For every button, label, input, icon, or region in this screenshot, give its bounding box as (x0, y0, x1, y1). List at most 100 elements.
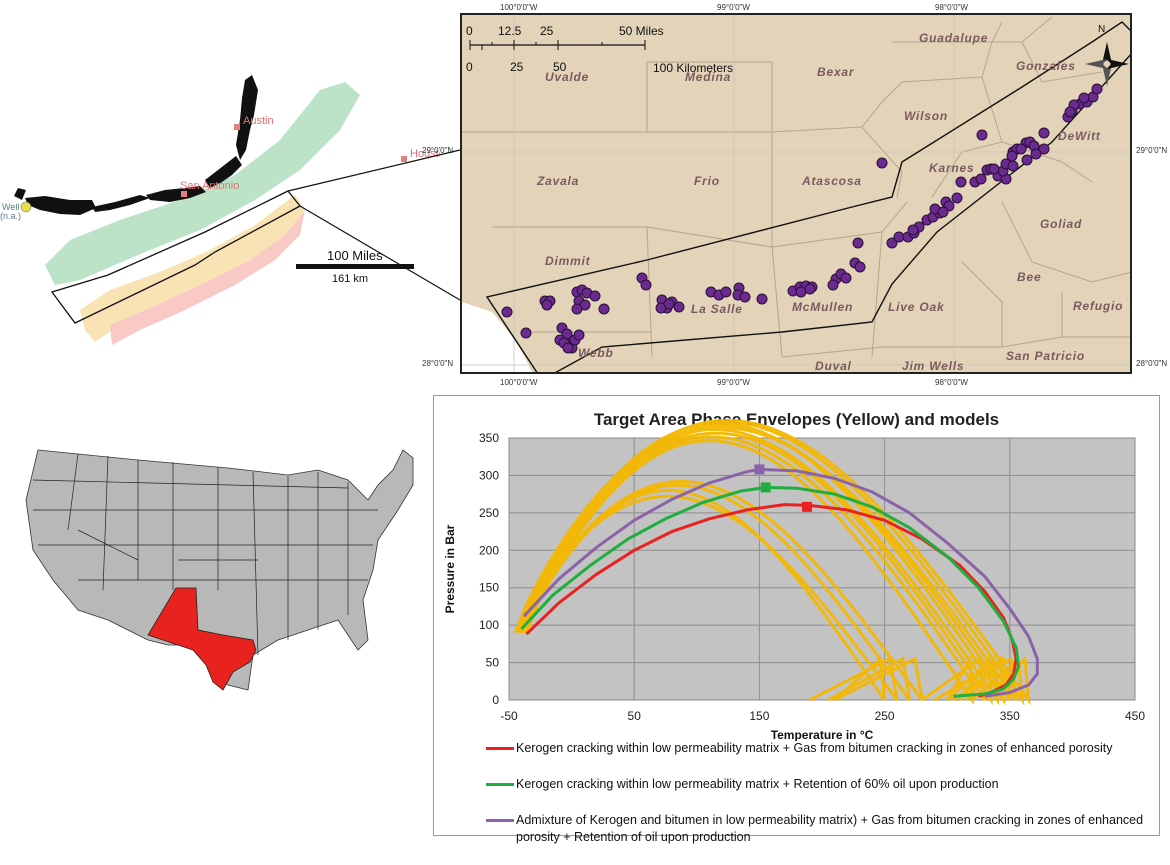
county-medina: Medina (685, 70, 731, 84)
yellow-envelope (522, 488, 887, 702)
county-guadalupe: Guadalupe (919, 31, 988, 45)
scale-mi-12: 12.5 (498, 24, 522, 38)
well-point (827, 279, 839, 291)
county-duval: Duval (815, 359, 852, 372)
well-point (951, 192, 963, 204)
well-point (852, 237, 864, 249)
legend-item-green: Kerogen cracking within low permeability… (484, 776, 1154, 793)
texas-highlight (147, 587, 257, 691)
grat-top-98w: 98°0'0"W (935, 3, 968, 12)
map-graticule-labels: 100°0'0"W 99°0'0"W 98°0'0"W 100°0'0"W 99… (0, 0, 1170, 390)
county-bee: Bee (1017, 270, 1041, 284)
outcrop-shapes (14, 75, 258, 215)
yellow-envelope (515, 418, 1031, 706)
chart-plot: 0 50 100 150 200 250 300 350 -50 50 150 250 350 450 Te… (443, 418, 1145, 741)
legend-item-red: Kerogen cracking within low permeability… (484, 740, 1154, 757)
well-point (640, 279, 652, 291)
county-labels: Uvalde Medina Bexar Guadalupe Gonzales W… (536, 31, 1123, 372)
county-refugio: Refugio (1073, 299, 1123, 313)
well-point (589, 290, 601, 302)
county-dewitt: DeWitt (1058, 129, 1101, 143)
grat-right-28n: 28°0'0"N (1136, 359, 1168, 368)
well-point (1007, 160, 1019, 172)
x-tick-label: -50 (500, 709, 518, 723)
well-label: Well (2, 202, 19, 212)
well-marker (20, 201, 32, 213)
grat-right-29n: 29°0'0"N (1136, 146, 1168, 155)
scale-km-0: 0 (466, 60, 473, 74)
y-axis-label: Pressure in Bar (443, 524, 457, 613)
well-point (804, 283, 816, 295)
phase-envelope-chart: Target Area Phase Envelopes (Yellow) and… (433, 395, 1160, 844)
red-trend-band (110, 210, 305, 345)
study-area-outline (50, 190, 301, 324)
county-la-salle: La Salle (691, 302, 743, 316)
well-point (501, 306, 513, 318)
well-point (1078, 92, 1090, 104)
critical-point-0 (801, 501, 812, 512)
state-borders (32, 453, 378, 656)
county-bexar: Bexar (817, 65, 855, 79)
x-axis-label: Temperature in °C (771, 728, 874, 741)
scale-mi-0: 0 (466, 24, 473, 38)
legend-label-purple: Admixture of Kerogen and bitumen in low … (516, 813, 1144, 844)
x-tick-label: 450 (1125, 709, 1145, 723)
y-tick-label: 250 (479, 506, 499, 520)
well-point (720, 286, 732, 298)
well-point (598, 303, 610, 315)
scale-km-25: 25 (510, 60, 524, 74)
north-arrow: N (1085, 24, 1129, 86)
well-point (756, 293, 768, 305)
county-map: Uvalde Medina Bexar Guadalupe Gonzales W… (462, 15, 1130, 372)
grat-left-28n: 28°0'0"N (422, 359, 454, 368)
county-san-patricio: San Patricio (1006, 349, 1085, 363)
well-point (1064, 106, 1076, 118)
county-wilson: Wilson (904, 109, 948, 123)
well-point (976, 129, 988, 141)
yellow-trend-band (80, 195, 305, 342)
scale-mi-50: 50 Miles (619, 24, 664, 38)
well-point (520, 327, 532, 339)
county-webb: Webb (578, 346, 614, 360)
county-karnes: Karnes (929, 161, 975, 175)
well-point (1091, 83, 1103, 95)
county-gonzales: Gonzales (1016, 59, 1076, 73)
series-line-1 (520, 485, 1021, 698)
well-point (988, 163, 1000, 175)
county-boundaries (462, 16, 1130, 358)
locator-scale-miles: 100 Miles (327, 248, 383, 263)
well-point (1021, 154, 1033, 166)
x-tick-label: 150 (749, 709, 769, 723)
well-point (840, 272, 852, 284)
usa-map (25, 449, 414, 691)
y-tick-label: 50 (486, 656, 500, 670)
city-label-austin: Austin (243, 115, 274, 127)
scale-mi-25: 25 (540, 24, 554, 38)
series-line-2 (522, 467, 1039, 698)
yellow-envelope (517, 479, 924, 702)
scale-km-100: 100 Kilometers (653, 61, 733, 75)
legend-label-red: Kerogen cracking within low permeability… (516, 741, 1113, 755)
well-point (955, 176, 967, 188)
grat-bottom-100w: 100°0'0"W (500, 378, 538, 387)
grat-top-99w: 99°0'0"W (717, 3, 750, 12)
yellow-envelope (525, 439, 974, 706)
grat-left-29n: 29°0'0"N (422, 146, 454, 155)
legend-item-purple: Admixture of Kerogen and bitumen in low … (484, 812, 1154, 846)
city-label-san-antonio: San Antonio (180, 180, 239, 192)
well-point (937, 206, 949, 218)
series-line-0 (525, 503, 1018, 698)
county-dimmit: Dimmit (545, 254, 591, 268)
well-point (1015, 143, 1027, 155)
y-tick-label: 350 (479, 431, 499, 445)
well-point (739, 291, 751, 303)
legend-swatch-green (486, 783, 514, 786)
well-point (975, 173, 987, 185)
study-area-polygon (485, 21, 1130, 372)
san-antonio-marker (181, 191, 187, 197)
green-trend-band (45, 82, 360, 285)
y-tick-label: 300 (479, 468, 499, 482)
x-tick-label: 250 (875, 709, 895, 723)
houston-marker (401, 156, 407, 162)
county-zavala: Zavala (536, 174, 579, 188)
